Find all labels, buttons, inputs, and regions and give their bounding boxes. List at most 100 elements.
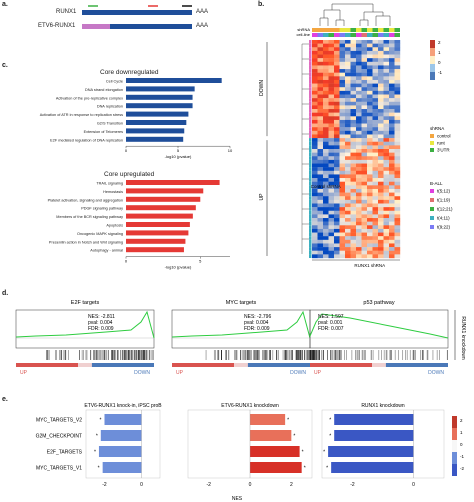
heatmap-cell [378, 218, 384, 222]
cellline-annot-cell [389, 33, 395, 37]
heatmap-cell [323, 221, 329, 226]
heatmap-cell [339, 156, 346, 161]
heatmap-cell [356, 236, 362, 241]
heatmap-cell [378, 138, 384, 142]
row-annot-cell [309, 76, 312, 80]
heatmap-cell [383, 134, 390, 139]
heatmap-cell [389, 40, 395, 44]
heatmap-cell [372, 232, 379, 237]
heatmap-cell [383, 250, 390, 255]
row-annot-cell [309, 152, 312, 157]
heatmap-cell [378, 65, 384, 70]
heatmap-cell [323, 83, 329, 88]
heatmap-cell [356, 210, 362, 215]
heatmap-cell [356, 199, 362, 204]
heatmap-cell [350, 228, 357, 233]
nes-tick-label: -2 [350, 482, 355, 488]
heatmap-cell [312, 50, 318, 55]
heatmap-cell [345, 141, 351, 146]
heatmap-cell [394, 178, 401, 182]
nes-panel: MYC_TARGETS_V2 G2M_CHECKPOINT E2F_TARGETS M… [36, 403, 465, 502]
heatmap-cell [339, 116, 346, 121]
heatmap-cell [317, 247, 324, 251]
heatmap-cell [350, 50, 357, 55]
nes-scale-tick: 1 [460, 430, 463, 435]
heatmap-cell [323, 167, 329, 171]
heatmap-cell [350, 116, 357, 121]
heatmap-cell [383, 196, 390, 201]
heatmap-cell [312, 163, 318, 168]
heatmap-cell [317, 199, 324, 204]
heatmap-cell [339, 236, 346, 241]
heatmap-cell [312, 243, 318, 248]
heatmap-cell [378, 239, 384, 244]
row-annot-cell [309, 87, 312, 91]
heatmap-cell [389, 214, 395, 219]
heatmap-cell [345, 90, 351, 95]
heatmap-cell [367, 159, 373, 164]
heatmap-cell [334, 72, 340, 77]
heatmap-cell [339, 254, 346, 259]
up-label: UP [176, 370, 184, 376]
heatmap-cell [350, 178, 357, 182]
heatmap-cell [356, 156, 362, 161]
pval-value: pval: 0.004 [88, 320, 113, 326]
heatmap-cell [383, 87, 390, 92]
heatmap-cell [372, 243, 379, 248]
down-bar [126, 136, 184, 142]
heatmap-cell [323, 43, 329, 48]
heatmap-cell [367, 112, 373, 117]
heatmap-cell [328, 149, 335, 153]
heatmap-cell [394, 156, 401, 161]
significance-star: * [96, 434, 98, 440]
heatmap-cell [345, 159, 351, 164]
heatmap-cell [361, 149, 368, 153]
scale-step [430, 56, 435, 64]
heatmap-cell [323, 69, 329, 73]
heatmap-cell [328, 123, 335, 128]
heatmap-cell [394, 221, 401, 226]
heatmap-cell [334, 69, 340, 73]
ball-legend-label: t(5;12) [437, 189, 451, 194]
heatmap-cell [312, 69, 318, 73]
heatmap-cell [345, 130, 351, 135]
heatmap-cell [389, 123, 395, 128]
enrichment-curve [309, 313, 449, 339]
heatmap-cell [345, 254, 351, 259]
heatmap-cell [350, 83, 357, 88]
heatmap-cell [378, 174, 384, 179]
shrna-legend-swatch [430, 148, 434, 152]
heatmap-cell [378, 101, 384, 106]
nes-xlabel: NES [232, 496, 243, 502]
nes-bar [334, 430, 414, 441]
heatmap-cell [339, 167, 346, 171]
heatmap-cell [361, 90, 368, 95]
gsea-frame [171, 309, 311, 349]
heatmap-cell [317, 141, 324, 146]
up-group-label: UP [259, 193, 265, 201]
heatmap-cell [356, 185, 362, 190]
row-annot-cell [309, 47, 312, 51]
heatmap-cell [317, 225, 324, 230]
heatmap-cell [367, 254, 373, 259]
heatmap-cell [323, 40, 329, 44]
heatmap-cell [383, 43, 390, 48]
heatmap-cell [389, 218, 395, 222]
runx1-row-tail: AAA [196, 9, 209, 15]
heatmap-cell [361, 174, 368, 179]
heatmap-cell [323, 50, 329, 55]
heatmap-cell [350, 105, 357, 110]
heatmap-cell [323, 247, 329, 251]
heatmap-cell [361, 50, 368, 55]
heatmap-cell [367, 221, 373, 226]
heatmap-cell [389, 149, 395, 153]
ball-legend-swatch [430, 198, 434, 202]
heatmap-cell [378, 76, 384, 81]
heatmap-cell [339, 210, 346, 215]
heatmap-cell [345, 163, 351, 168]
heatmap-cell [378, 50, 384, 55]
gsea-frame [15, 309, 155, 349]
heatmap-cell [367, 181, 373, 186]
heatmap-cell [367, 199, 373, 204]
heatmap-cell [383, 163, 390, 168]
